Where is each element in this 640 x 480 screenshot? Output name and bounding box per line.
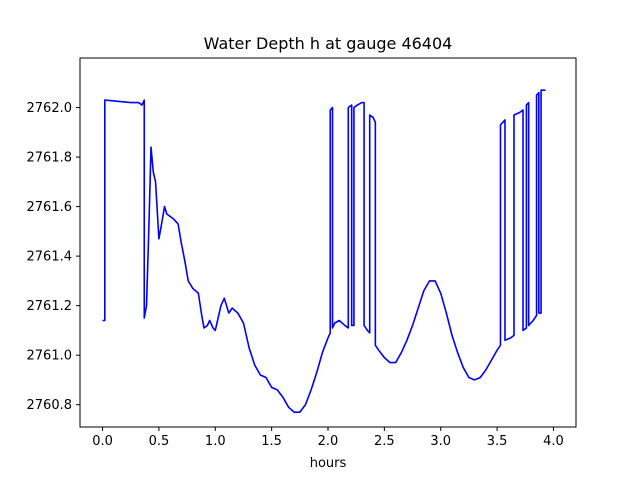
y-tick-label: 2761.8 [27,151,73,166]
y-tick-label: 2761.4 [27,250,73,265]
plot-area [80,58,576,427]
chart-title: Water Depth h at gauge 46404 [204,34,453,53]
y-axis: 2760.8 2761.0 2761.2 2761.4 2761.6 2761.8 2762… [27,101,80,413]
x-tick-label: 0.0 [92,434,113,449]
x-tick-label: 3.0 [430,434,451,449]
x-tick-label: 0.5 [149,434,170,449]
plot-frame [79,57,577,428]
y-tick-label: 2761.6 [27,200,73,215]
series-line-0 [102,89,546,413]
series-layer [102,89,546,413]
x-tick-label: 1.0 [205,434,226,449]
x-tick-label: 2.5 [374,434,395,449]
y-tick-label: 2761.0 [27,349,73,364]
y-tick-label: 2760.8 [27,398,73,413]
x-tick-label: 1.5 [261,434,282,449]
x-tick-label: 4.0 [543,434,564,449]
y-tick-label: 2762.0 [27,101,73,116]
x-tick-label: 3.5 [487,434,508,449]
y-tick-label: 2761.2 [27,299,73,314]
x-axis-label: hours [310,456,347,471]
x-axis: 0.0 0.5 1.0 1.5 2.0 2.5 3.0 3.5 4.0 [92,427,564,449]
x-tick-label: 2.0 [318,434,339,449]
